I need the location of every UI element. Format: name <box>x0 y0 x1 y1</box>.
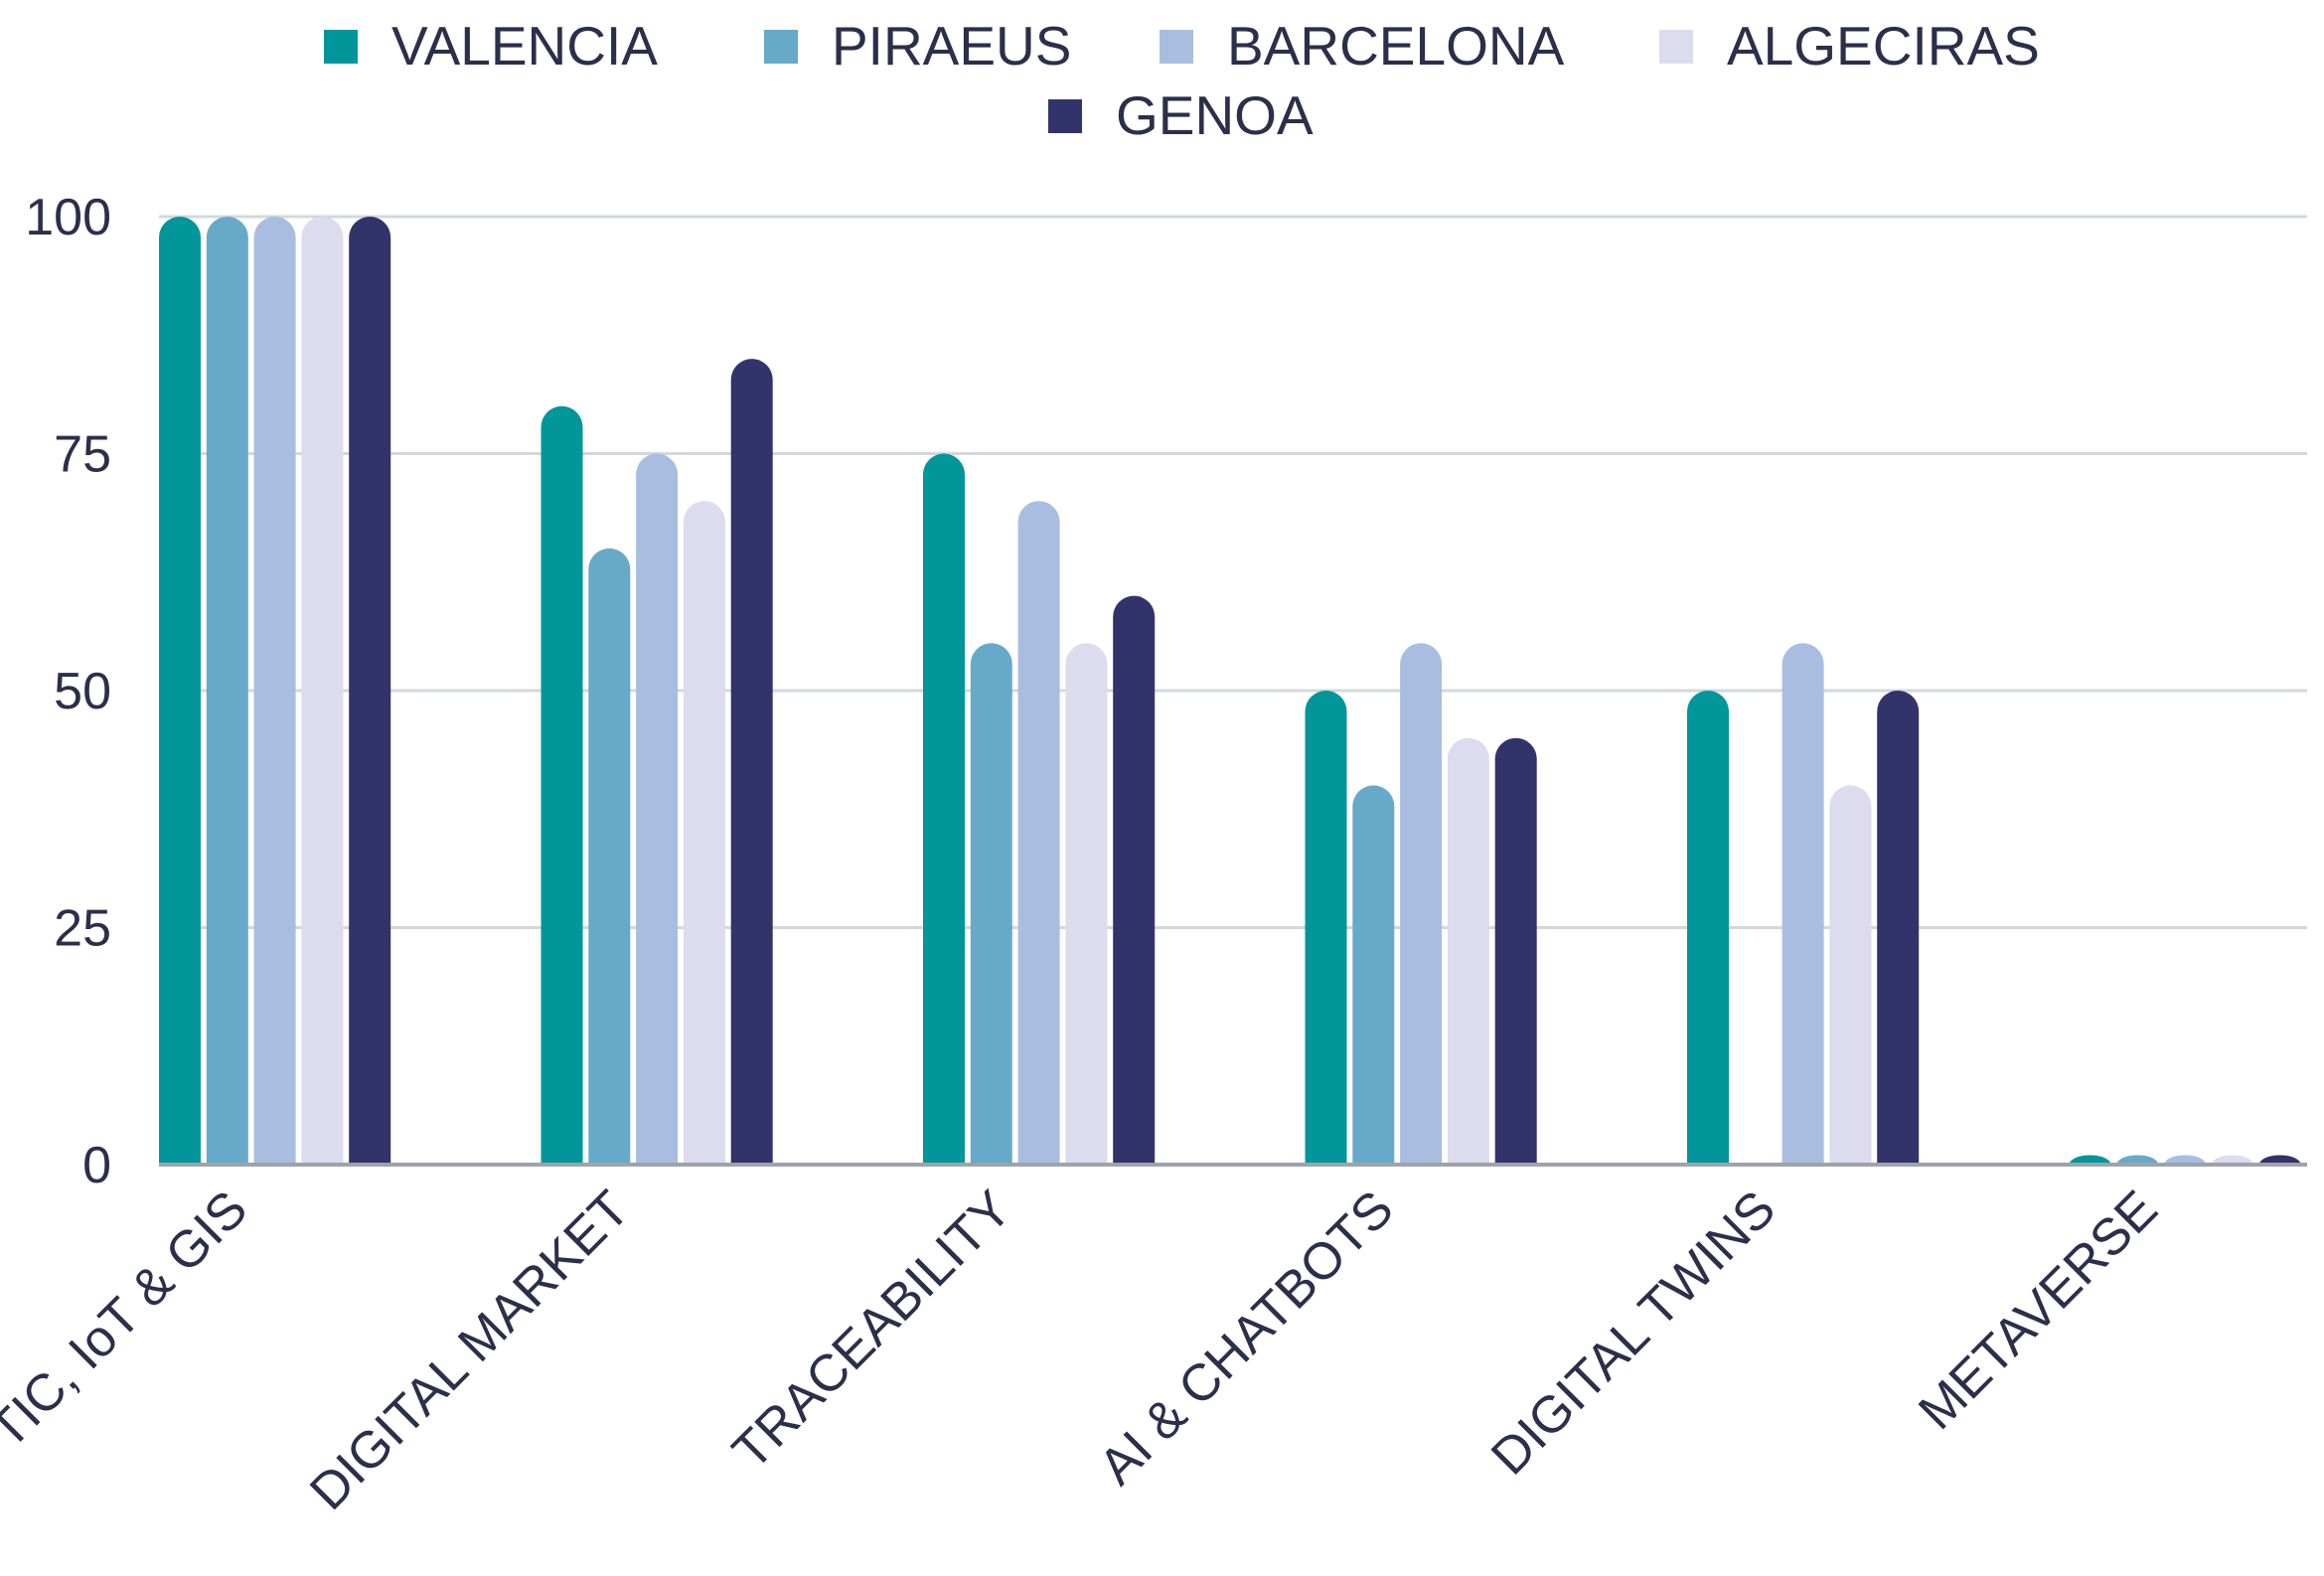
bar-barcelona-metaverse <box>2164 1155 2207 1165</box>
bar-genoa-metaverse <box>2258 1155 2301 1165</box>
bar-algeciras-ai-chatbots <box>1447 737 1489 1165</box>
bar-barcelona-ai-chatbots <box>1400 643 1443 1165</box>
x-tick-label: AI & CHATBOTS <box>1088 1180 1404 1496</box>
legend-item-algeciras: ALGECIRAS <box>1659 15 2040 77</box>
bar-piraeus-digital-market <box>588 548 631 1165</box>
bar-valencia-metaverse <box>2069 1155 2111 1165</box>
chart-gridlines <box>159 215 2307 929</box>
bar-genoa-traceability <box>1113 595 1156 1165</box>
legend-swatch <box>1160 30 1193 64</box>
bar-piraeus-tic-iot-gis <box>206 217 248 1166</box>
x-tick-label: TRACEABILITY <box>722 1180 1023 1481</box>
legend-label: GENOA <box>1116 84 1314 146</box>
bar-barcelona-tic-iot-gis <box>253 217 296 1166</box>
bar-piraeus-traceability <box>970 643 1012 1165</box>
x-tick-label: METAVERSE <box>1908 1180 2168 1440</box>
bar-barcelona-digital-twins <box>1782 643 1824 1165</box>
bar-barcelona-traceability <box>1017 501 1060 1165</box>
bar-algeciras-digital-twins <box>1829 785 1872 1165</box>
y-tick-label: 25 <box>54 900 111 958</box>
bar-valencia-ai-chatbots <box>1305 691 1347 1165</box>
bar-genoa-tic-iot-gis <box>349 217 391 1166</box>
legend-swatch <box>764 30 798 64</box>
bar-algeciras-metaverse <box>2211 1155 2253 1165</box>
x-tick-label: DIGITAL TWINS <box>1480 1180 1786 1486</box>
y-axis: 0 25 50 75 100 <box>25 189 111 1194</box>
bar-algeciras-digital-market <box>683 501 725 1165</box>
legend-label: ALGECIRAS <box>1727 15 2040 77</box>
legend-label: BARCELONA <box>1227 15 1565 77</box>
bar-valencia-digital-twins <box>1687 691 1729 1165</box>
x-tick-label: DIGITAL MARKET <box>299 1180 640 1520</box>
bar-genoa-ai-chatbots <box>1494 737 1537 1165</box>
bar-valencia-tic-iot-gis <box>159 217 201 1165</box>
legend-swatch <box>324 30 358 64</box>
y-tick-label: 50 <box>54 663 111 720</box>
bar-genoa-digital-market <box>730 359 773 1166</box>
x-axis: TIC, IoT & GIS DIGITAL MARKET TRACEABILITY… <box>0 1163 2307 1521</box>
bar-barcelona-digital-market <box>636 453 679 1166</box>
legend-item-piraeus: PIRAEUS <box>764 15 1071 77</box>
legend-item-barcelona: BARCELONA <box>1160 15 1565 77</box>
y-tick-label: 75 <box>54 426 111 484</box>
bar-piraeus-metaverse <box>2116 1155 2159 1165</box>
legend-item-valencia: VALENCIA <box>324 15 658 77</box>
legend-label: VALENCIA <box>391 15 658 77</box>
bar-piraeus-ai-chatbots <box>1352 785 1395 1165</box>
bars-group <box>159 217 2301 1166</box>
y-tick-label: 0 <box>82 1137 111 1194</box>
legend-swatch <box>1048 99 1082 133</box>
chart-legend: VALENCIA PIRAEUS BARCELONA ALGECIRAS GENOA <box>324 15 2040 146</box>
x-tick-label: TIC, IoT & GIS <box>0 1180 258 1459</box>
legend-item-genoa: GENOA <box>1048 84 1314 146</box>
bar-valencia-digital-market <box>541 405 583 1165</box>
bar-algeciras-traceability <box>1065 643 1108 1165</box>
legend-label: PIRAEUS <box>832 15 1071 77</box>
y-tick-label: 100 <box>25 189 111 246</box>
bar-valencia-traceability <box>923 453 965 1166</box>
bar-algeciras-tic-iot-gis <box>301 217 344 1166</box>
bar-genoa-digital-twins <box>1877 691 1920 1165</box>
legend-swatch <box>1659 30 1693 64</box>
